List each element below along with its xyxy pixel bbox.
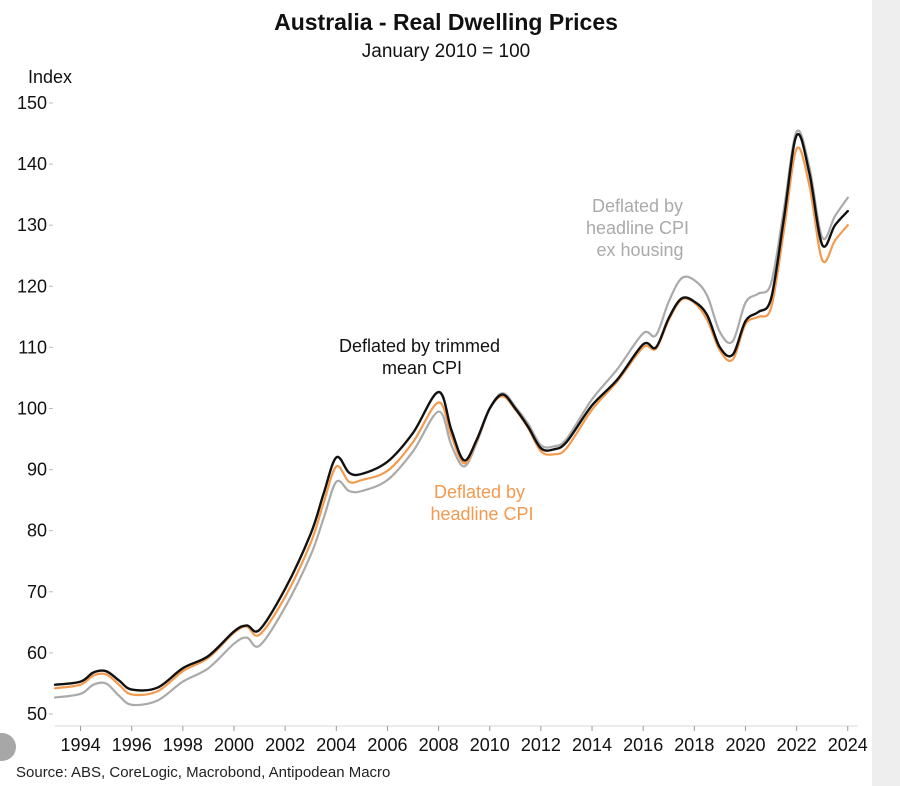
chart: Australia - Real Dwelling Prices January…: [16, 9, 868, 781]
annotation-trimmed-mean: Deflated by trimmed mean CPI: [339, 336, 505, 378]
y-tick-label: 150: [17, 93, 47, 113]
y-tick-label: 90: [27, 460, 47, 480]
y-tick-label: 140: [17, 154, 47, 174]
x-tick-label: 2016: [623, 735, 663, 755]
corner-badge-icon: [0, 733, 16, 761]
x-tick-label: 2000: [214, 735, 254, 755]
annotation-headline: Deflated by headline CPI: [430, 482, 533, 524]
x-tick-label: 2004: [316, 735, 356, 755]
y-tick-label: 100: [17, 399, 47, 419]
x-tick-label: 2008: [419, 735, 459, 755]
x-tick-label: 2012: [521, 735, 561, 755]
series-layer: [53, 129, 849, 707]
x-tick-label: 2024: [828, 735, 868, 755]
x-tick-label: 1994: [61, 735, 101, 755]
x-tick-label: 2010: [470, 735, 510, 755]
page-margin-strip: [872, 0, 900, 786]
y-tick-label: 80: [27, 521, 47, 541]
y-axis: 50 60 70 80 90 100 110 120 130 140 150: [17, 93, 53, 724]
x-tick-label: 2020: [725, 735, 765, 755]
y-tick-label: 60: [27, 643, 47, 663]
x-tick-label: 2006: [367, 735, 407, 755]
y-tick-label: 120: [17, 276, 47, 296]
x-tick-label: 2014: [572, 735, 612, 755]
series-line-ex-housing: [53, 129, 849, 707]
x-tick-label: 1996: [112, 735, 152, 755]
chart-subtitle: January 2010 = 100: [362, 41, 531, 62]
x-tick-label: 1998: [163, 735, 203, 755]
series-line-headline: [53, 146, 849, 697]
y-tick-label: 130: [17, 215, 47, 235]
source-note: Source: ABS, CoreLogic, Macrobond, Antip…: [16, 764, 390, 781]
y-axis-label: Index: [28, 67, 72, 87]
y-tick-label: 70: [27, 582, 47, 602]
x-axis: 1994 1996 1998 2000 2002 2004 2006 2008 2010 2012…: [55, 725, 868, 755]
x-tick-label: 2022: [777, 735, 817, 755]
y-tick-label: 50: [27, 704, 47, 724]
chart-title: Australia - Real Dwelling Prices: [274, 9, 618, 35]
x-tick-label: 2002: [265, 735, 305, 755]
x-tick-label: 2018: [674, 735, 714, 755]
annotation-ex-housing: Deflated by headline CPI ex housing: [586, 196, 694, 260]
series-line-trimmed-mean: [53, 132, 849, 692]
y-tick-label: 110: [18, 337, 47, 357]
